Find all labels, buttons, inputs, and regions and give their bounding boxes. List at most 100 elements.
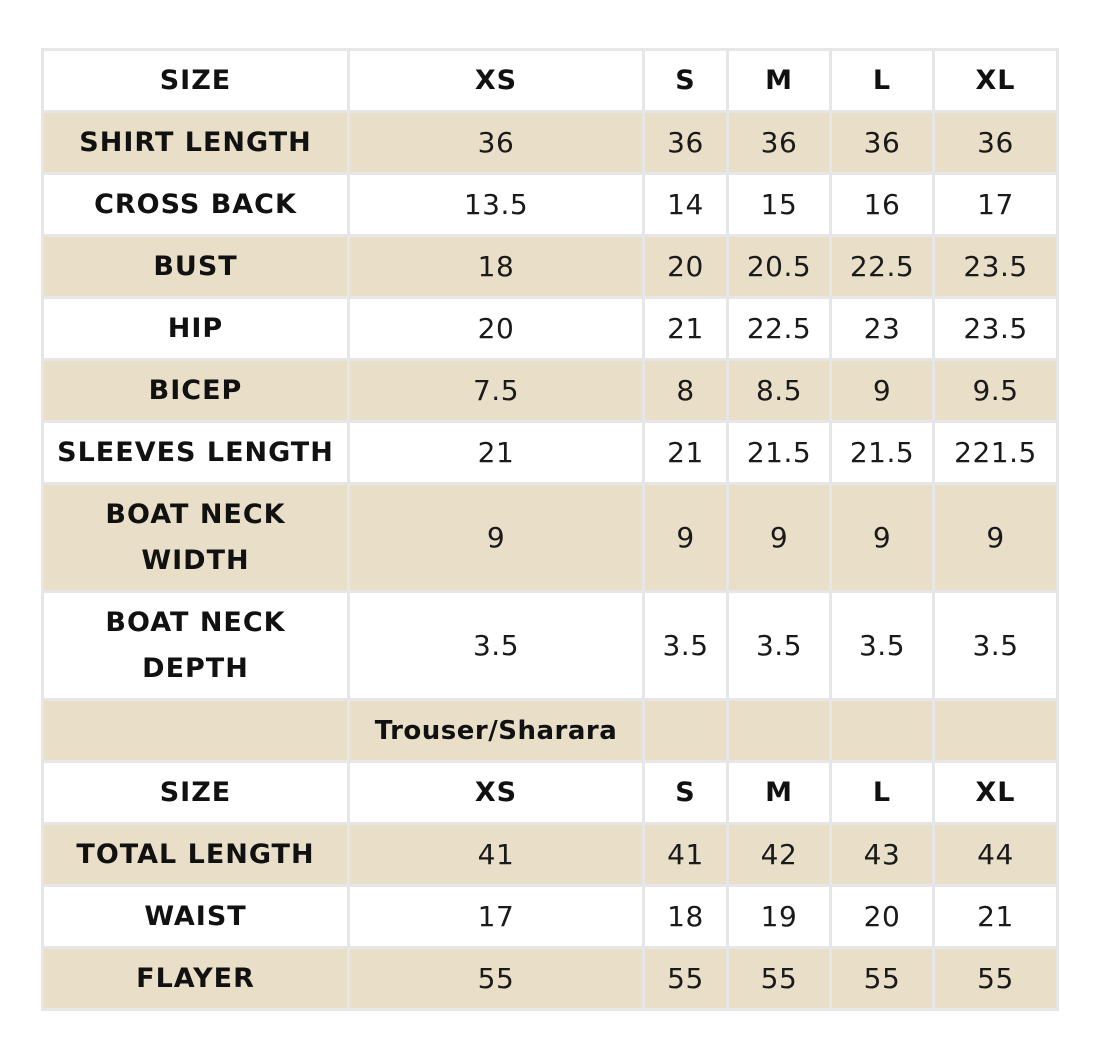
row-label: TOTAL LENGTH	[44, 825, 347, 884]
cell-value: 14	[645, 175, 726, 234]
header-size-xs: XS	[350, 763, 642, 822]
table-row: SHIRT LENGTH 36 36 36 36 36	[44, 113, 1056, 172]
cell-value: 20.5	[729, 237, 829, 296]
header-size-xs: XS	[350, 51, 642, 110]
cell-value: 55	[350, 949, 642, 1008]
header-size-label: SIZE	[44, 763, 347, 822]
cell-value: 36	[350, 113, 642, 172]
cell-value: 55	[935, 949, 1056, 1008]
cell-value: 23.5	[935, 237, 1056, 296]
header-size-s: S	[645, 763, 726, 822]
cell-value: 3.5	[350, 593, 642, 698]
cell-value: 36	[729, 113, 829, 172]
cell-value: 3.5	[832, 593, 932, 698]
cell-value: 36	[645, 113, 726, 172]
cell-value: 42	[729, 825, 829, 884]
row-label: BOAT NECK DEPTH	[44, 593, 347, 698]
section-empty-cell	[832, 701, 932, 760]
row-label: SHIRT LENGTH	[44, 113, 347, 172]
cell-value: 21	[645, 423, 726, 482]
header-row: SIZE XS S M L XL	[44, 763, 1056, 822]
section-title: Trouser/Sharara	[350, 701, 642, 760]
cell-value: 9	[935, 485, 1056, 590]
cell-value: 36	[935, 113, 1056, 172]
header-size-xl: XL	[935, 763, 1056, 822]
cell-value: 9.5	[935, 361, 1056, 420]
table-row: FLAYER 55 55 55 55 55	[44, 949, 1056, 1008]
cell-value: 21.5	[729, 423, 829, 482]
row-label: BOAT NECK WIDTH	[44, 485, 347, 590]
table-row: TOTAL LENGTH 41 41 42 43 44	[44, 825, 1056, 884]
table-row: WAIST 17 18 19 20 21	[44, 887, 1056, 946]
section-empty-cell	[935, 701, 1056, 760]
cell-value: 17	[935, 175, 1056, 234]
cell-value: 21	[935, 887, 1056, 946]
cell-value: 55	[729, 949, 829, 1008]
cell-value: 20	[350, 299, 642, 358]
cell-value: 3.5	[729, 593, 829, 698]
cell-value: 19	[729, 887, 829, 946]
cell-value: 221.5	[935, 423, 1056, 482]
cell-value: 21	[645, 299, 726, 358]
row-label: CROSS BACK	[44, 175, 347, 234]
row-label-line: BOAT NECK	[105, 498, 286, 530]
header-size-m: M	[729, 51, 829, 110]
cell-value: 9	[350, 485, 642, 590]
row-label: HIP	[44, 299, 347, 358]
header-size-xl: XL	[935, 51, 1056, 110]
row-label-line: BOAT NECK	[105, 606, 286, 638]
row-label-line: DEPTH	[142, 652, 249, 684]
cell-value: 23.5	[935, 299, 1056, 358]
cell-value: 44	[935, 825, 1056, 884]
section-row: Trouser/Sharara	[44, 701, 1056, 760]
cell-value: 9	[832, 485, 932, 590]
cell-value: 18	[645, 887, 726, 946]
cell-value: 41	[645, 825, 726, 884]
row-label: WAIST	[44, 887, 347, 946]
section-empty-cell	[44, 701, 347, 760]
cell-value: 9	[645, 485, 726, 590]
cell-value: 36	[832, 113, 932, 172]
cell-value: 9	[729, 485, 829, 590]
cell-value: 55	[832, 949, 932, 1008]
size-chart-table: SIZE XS S M L XL SHIRT LENGTH 36 36 36 3…	[41, 48, 1059, 1011]
cell-value: 15	[729, 175, 829, 234]
header-size-s: S	[645, 51, 726, 110]
row-label: BUST	[44, 237, 347, 296]
table-row: BUST 18 20 20.5 22.5 23.5	[44, 237, 1056, 296]
table-row: BICEP 7.5 8 8.5 9 9.5	[44, 361, 1056, 420]
table-row: SLEEVES LENGTH 21 21 21.5 21.5 221.5	[44, 423, 1056, 482]
cell-value: 55	[645, 949, 726, 1008]
header-size-m: M	[729, 763, 829, 822]
cell-value: 9	[832, 361, 932, 420]
cell-value: 20	[832, 887, 932, 946]
cell-value: 13.5	[350, 175, 642, 234]
header-size-l: L	[832, 763, 932, 822]
section-empty-cell	[645, 701, 726, 760]
cell-value: 8	[645, 361, 726, 420]
row-label-line: WIDTH	[141, 544, 250, 576]
section-empty-cell	[729, 701, 829, 760]
cell-value: 21.5	[832, 423, 932, 482]
cell-value: 18	[350, 237, 642, 296]
cell-value: 23	[832, 299, 932, 358]
cell-value: 16	[832, 175, 932, 234]
cell-value: 43	[832, 825, 932, 884]
cell-value: 22.5	[832, 237, 932, 296]
cell-value: 8.5	[729, 361, 829, 420]
row-label: BICEP	[44, 361, 347, 420]
cell-value: 17	[350, 887, 642, 946]
cell-value: 3.5	[645, 593, 726, 698]
row-label: FLAYER	[44, 949, 347, 1008]
row-label: SLEEVES LENGTH	[44, 423, 347, 482]
table-row: BOAT NECK DEPTH 3.5 3.5 3.5 3.5 3.5	[44, 593, 1056, 698]
cell-value: 7.5	[350, 361, 642, 420]
cell-value: 41	[350, 825, 642, 884]
cell-value: 22.5	[729, 299, 829, 358]
table-row: BOAT NECK WIDTH 9 9 9 9 9	[44, 485, 1056, 590]
cell-value: 21	[350, 423, 642, 482]
cell-value: 3.5	[935, 593, 1056, 698]
header-row: SIZE XS S M L XL	[44, 51, 1056, 110]
header-size-l: L	[832, 51, 932, 110]
table-row: CROSS BACK 13.5 14 15 16 17	[44, 175, 1056, 234]
